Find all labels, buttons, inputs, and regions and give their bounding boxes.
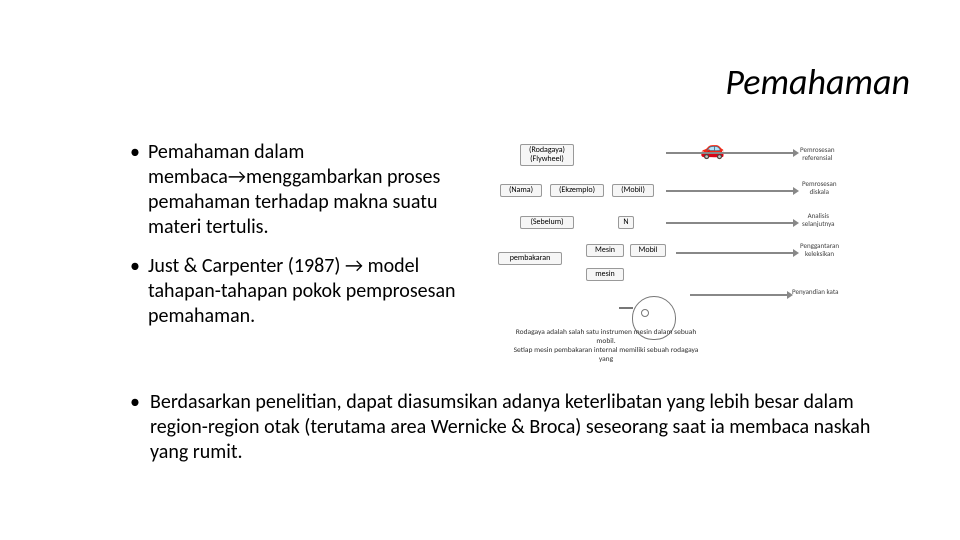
diagram-right-label: Penyandian kata [792, 288, 838, 296]
bullet-item: Pemahaman dalam membaca→menggambarkan pr… [130, 140, 470, 240]
slide: Pemahaman Pemahaman dalam membaca→mengga… [0, 0, 960, 540]
bullet-item: Berdasarkan penelitian, dapat diasumsika… [130, 390, 900, 465]
diagram-node: (Mobil) [612, 184, 654, 197]
diagram-node: Mobil [630, 244, 666, 257]
slide-title: Pemahaman [725, 60, 910, 104]
diagram-right-label: Pemrosesandiskala [802, 180, 837, 195]
diagram-arrow [666, 152, 794, 154]
diagram-node: N [618, 216, 634, 229]
diagram-arrow [690, 294, 788, 296]
bullet-item: Just & Carpenter (1987) → model tahapan-… [130, 254, 470, 329]
diagram-node: mesin [586, 268, 624, 281]
diagram-node: pembakaran [498, 252, 562, 265]
diagram-arrow [666, 222, 794, 224]
diagram-node: (Sebelum) [520, 216, 574, 229]
comprehension-diagram: 🚗 Rodagaya adalah salah satu instrumen m… [490, 140, 890, 370]
top-bullet-list: Pemahaman dalam membaca→menggambarkan pr… [130, 140, 470, 329]
diagram-right-label: Penggantarankeleksikan [800, 242, 839, 257]
diagram-arrow [676, 252, 794, 254]
bottom-text-block: Berdasarkan penelitian, dapat diasumsika… [130, 390, 900, 479]
diagram-caption: Rodagaya adalah salah satu instrumen mes… [506, 328, 706, 364]
diagram-node: (Ekzemplo) [550, 184, 604, 197]
content-row: Pemahaman dalam membaca→menggambarkan pr… [130, 140, 910, 370]
diagram-column: 🚗 Rodagaya adalah salah satu instrumen m… [490, 140, 910, 370]
diagram-node: (Nama) [500, 184, 542, 197]
diagram-right-label: Analisisselanjutnya [802, 212, 835, 227]
left-text-column: Pemahaman dalam membaca→menggambarkan pr… [130, 140, 470, 370]
diagram-arrow [666, 190, 794, 192]
diagram-node: Mesin [586, 244, 624, 257]
car-icon: 🚗 [700, 136, 725, 161]
bottom-bullet-list: Berdasarkan penelitian, dapat diasumsika… [130, 390, 900, 465]
diagram-node: (Rodagaya)(Flywheel) [520, 144, 574, 166]
diagram-right-label: Pemrosesanreferensial [800, 146, 835, 161]
